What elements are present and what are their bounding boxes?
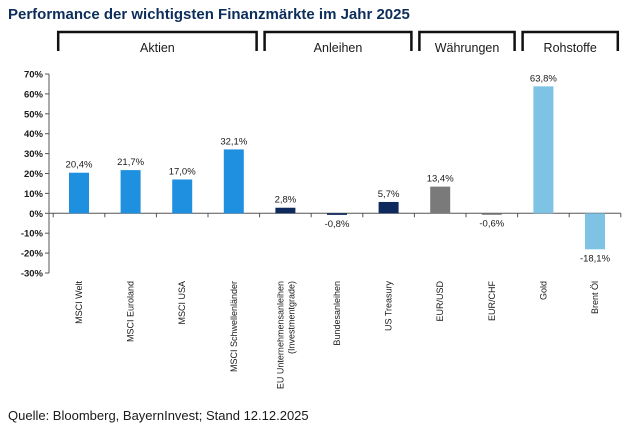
category-label: EUR/CHF bbox=[487, 280, 497, 321]
category-label-line: EUR/CHF bbox=[487, 280, 497, 321]
group-label: Währungen bbox=[435, 41, 500, 55]
category-label-line: MSCI Welt bbox=[74, 281, 84, 324]
data-label: 21,7% bbox=[117, 157, 144, 168]
y-tick-label: -30% bbox=[21, 269, 44, 280]
y-tick-label: 0% bbox=[29, 209, 43, 220]
y-tick-label: 50% bbox=[24, 109, 44, 120]
bar bbox=[172, 179, 193, 214]
bar bbox=[327, 213, 347, 215]
category-label: Brent Öl bbox=[590, 281, 600, 314]
group-label: Anleihen bbox=[314, 41, 363, 55]
category-label-line: Bundesanleihen bbox=[332, 281, 342, 346]
data-label: 63,8% bbox=[530, 73, 557, 84]
bar bbox=[69, 172, 89, 214]
group-bracket bbox=[56, 30, 258, 51]
bar-chart: 70% 60% 50% 40% 30% 20% 10% 0% -10% -20% -30% 20,4%… bbox=[21, 30, 622, 389]
category-label: Gold bbox=[538, 281, 548, 300]
source-note: Quelle: Bloomberg, BayernInvest; Stand 1… bbox=[8, 408, 309, 423]
data-label: -0,6% bbox=[479, 218, 504, 229]
category-label-line: EU Unternehmensanleihen bbox=[275, 281, 285, 389]
bar bbox=[120, 170, 141, 214]
bar bbox=[378, 201, 399, 214]
y-tick-label: 40% bbox=[24, 129, 44, 140]
category-label-line: MSCI Euroland bbox=[126, 281, 136, 342]
group-bracket bbox=[521, 30, 620, 51]
data-label: 32,1% bbox=[220, 136, 247, 147]
data-label: 5,7% bbox=[378, 189, 400, 200]
category-label-line: MSCI Schwellenländer bbox=[229, 281, 239, 372]
y-tick-label: 20% bbox=[24, 169, 44, 180]
bar bbox=[430, 186, 451, 214]
category-label-line: Gold bbox=[538, 281, 548, 300]
category-label-line: US Treasury bbox=[384, 281, 394, 332]
bar bbox=[223, 149, 244, 214]
category-label: Bundesanleihen bbox=[332, 281, 342, 346]
y-tick-label: 10% bbox=[24, 189, 44, 200]
y-tick-label: 60% bbox=[24, 89, 44, 100]
y-tick-label: -20% bbox=[21, 249, 44, 260]
data-label: 2,8% bbox=[275, 195, 297, 206]
data-label: -18,1% bbox=[580, 253, 611, 264]
bar bbox=[585, 213, 605, 250]
y-tick-label: -10% bbox=[21, 229, 44, 240]
group-label: Rohstoffe bbox=[544, 41, 597, 55]
category-label: EUR/USD bbox=[435, 281, 445, 322]
group-label: Aktien bbox=[140, 41, 175, 55]
data-label: 20,4% bbox=[66, 160, 93, 171]
y-tick-label: 70% bbox=[24, 70, 44, 81]
chart-title: Performance der wichtigsten Finanzmärkte… bbox=[8, 6, 410, 23]
data-label: 17,0% bbox=[169, 166, 196, 177]
group-bracket bbox=[418, 30, 516, 51]
category-label-line: EUR/USD bbox=[435, 281, 445, 322]
bar bbox=[481, 213, 502, 215]
category-label: EU Unternehmensanleihen(Investmentgrade) bbox=[275, 281, 296, 389]
y-tick-label: 30% bbox=[24, 149, 44, 160]
category-label-line: Brent Öl bbox=[590, 281, 600, 314]
category-label: US Treasury bbox=[384, 281, 394, 332]
data-label: 13,4% bbox=[427, 174, 454, 185]
category-label: MSCI Euroland bbox=[126, 281, 136, 342]
group-bracket bbox=[263, 30, 413, 51]
bar bbox=[533, 86, 554, 214]
category-label: MSCI Schwellenländer bbox=[229, 281, 239, 372]
category-label-line: MSCI USA bbox=[177, 281, 187, 325]
data-label: -0,8% bbox=[325, 219, 350, 230]
category-label-line: (Investmentgrade) bbox=[286, 281, 296, 354]
category-label: MSCI USA bbox=[177, 281, 187, 325]
category-label: MSCI Welt bbox=[74, 281, 84, 324]
bar bbox=[275, 207, 296, 214]
